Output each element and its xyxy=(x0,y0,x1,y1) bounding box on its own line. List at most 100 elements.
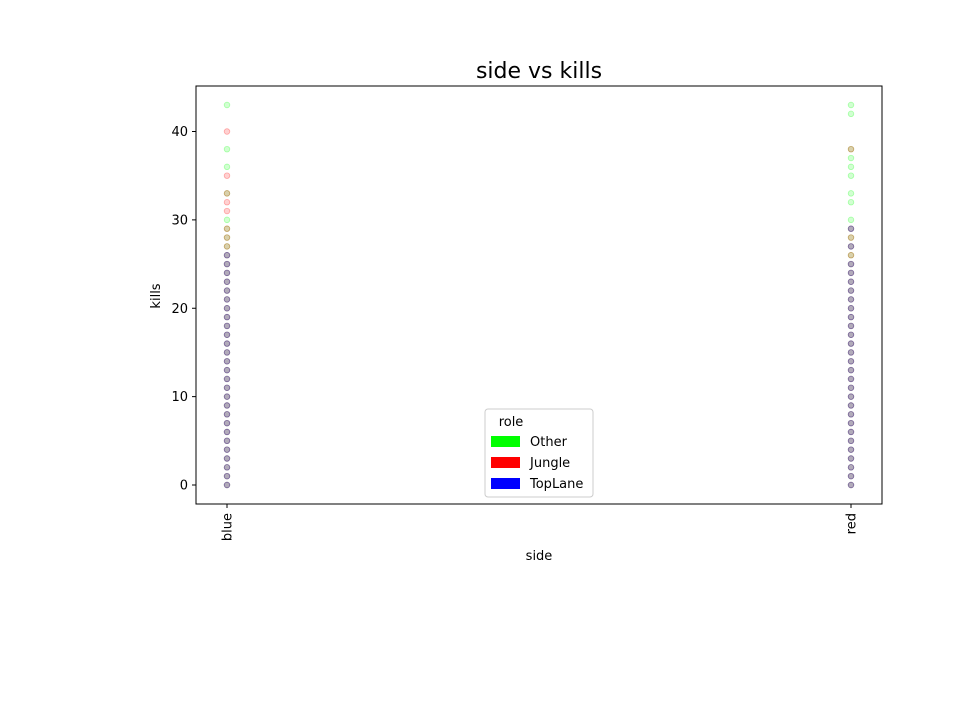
data-point xyxy=(847,402,855,409)
data-point xyxy=(223,446,231,453)
data-point xyxy=(223,269,231,277)
data-point xyxy=(223,260,231,268)
data-point xyxy=(847,472,855,480)
data-point xyxy=(847,101,855,109)
data-point xyxy=(223,252,231,259)
data-point xyxy=(847,163,855,171)
x-axis-label: side xyxy=(526,549,553,564)
data-point xyxy=(223,472,231,480)
y-tick-label: 10 xyxy=(171,390,188,405)
data-point xyxy=(223,234,231,241)
data-point xyxy=(847,287,855,294)
data-point xyxy=(847,384,855,391)
data-point xyxy=(223,375,231,383)
data-point xyxy=(847,384,855,391)
data-point xyxy=(847,305,855,312)
data-point xyxy=(847,331,855,338)
data-point xyxy=(847,366,855,374)
data-point xyxy=(847,481,855,489)
data-point xyxy=(223,243,231,250)
data-point xyxy=(847,349,855,356)
data-point xyxy=(847,358,855,365)
x-tick-label: red xyxy=(845,513,860,534)
data-point xyxy=(847,437,855,445)
data-point xyxy=(223,278,231,285)
legend-box xyxy=(484,408,594,498)
data-point xyxy=(847,269,855,277)
data-point xyxy=(847,243,855,250)
data-point xyxy=(223,419,231,427)
data-point xyxy=(847,358,855,365)
data-point xyxy=(847,296,855,303)
data-point xyxy=(847,154,855,162)
data-point xyxy=(223,437,231,445)
data-point xyxy=(223,349,231,356)
data-point xyxy=(847,322,855,330)
data-point xyxy=(223,384,231,391)
y-axis: 0 10 20 30 40 xyxy=(171,125,196,494)
data-point xyxy=(847,260,855,268)
data-point xyxy=(847,305,855,312)
data-point xyxy=(847,375,855,383)
data-point xyxy=(223,243,231,250)
y-tick-label: 0 xyxy=(180,479,188,494)
legend-label: Jungle xyxy=(529,456,570,471)
data-point xyxy=(223,260,231,268)
data-point xyxy=(223,287,231,294)
data-point xyxy=(847,278,855,285)
data-point xyxy=(847,446,855,453)
data-point xyxy=(223,349,231,356)
y-tick-label: 20 xyxy=(171,302,188,317)
data-point xyxy=(223,269,231,277)
data-point xyxy=(847,278,855,285)
data-point xyxy=(847,419,855,427)
data-point xyxy=(847,225,855,232)
data-point xyxy=(847,225,855,232)
data-point xyxy=(223,260,231,268)
data-point xyxy=(847,411,855,418)
data-point xyxy=(847,464,855,471)
data-point xyxy=(223,252,231,259)
data-point xyxy=(847,296,855,303)
data-point xyxy=(847,472,855,480)
data-point xyxy=(223,366,231,374)
data-point xyxy=(223,358,231,365)
data-point xyxy=(223,313,231,321)
data-point xyxy=(847,446,855,453)
data-point xyxy=(223,340,231,347)
data-point xyxy=(847,393,855,400)
data-point xyxy=(847,172,855,179)
data-point xyxy=(223,446,231,453)
data-point xyxy=(847,278,855,285)
data-point xyxy=(223,331,231,338)
data-point xyxy=(223,464,231,471)
data-point xyxy=(847,349,855,356)
data-point xyxy=(223,375,231,383)
data-point xyxy=(223,393,231,400)
data-point xyxy=(223,455,231,462)
data-point xyxy=(847,145,855,153)
data-point xyxy=(223,234,231,241)
data-point xyxy=(223,101,231,109)
data-point xyxy=(223,216,231,224)
data-point xyxy=(223,305,231,312)
data-point xyxy=(847,322,855,330)
data-point xyxy=(847,296,855,303)
data-point xyxy=(223,313,231,321)
data-point xyxy=(223,411,231,418)
data-point xyxy=(847,393,855,400)
data-point xyxy=(223,464,231,471)
data-point xyxy=(847,375,855,383)
data-point xyxy=(847,402,855,409)
data-point xyxy=(847,419,855,427)
legend-label: Other xyxy=(530,435,568,450)
data-point xyxy=(847,384,855,391)
data-point xyxy=(223,287,231,294)
data-point xyxy=(223,437,231,445)
data-point xyxy=(847,252,855,259)
data-point xyxy=(847,260,855,268)
data-point xyxy=(223,402,231,409)
legend-label: TopLane xyxy=(529,477,583,492)
data-point xyxy=(847,358,855,365)
data-point xyxy=(847,481,855,489)
